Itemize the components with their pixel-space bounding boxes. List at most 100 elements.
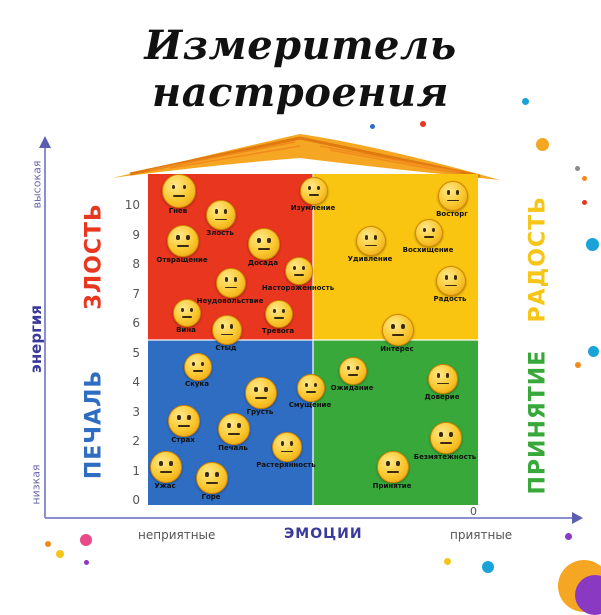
decor-dot [575,362,581,368]
decor-dot [582,200,587,205]
emoji-face-icon [212,315,242,345]
emoji-face-icon [430,422,462,454]
decor-dot [582,176,587,181]
emoji-face-icon [248,228,280,260]
y-tick-label: 3 [132,405,140,419]
y-axis-title: энергия [27,304,45,374]
emotion-label: Скука [185,380,209,388]
quadrant-divider [148,339,478,341]
emotion-label: Неудовольствие [196,297,264,305]
decor-dot [482,561,494,573]
emotion-label: Растерянность [256,461,316,469]
emoji-face-icon [184,353,212,381]
emotion-label: Грусть [246,408,274,416]
emotion-label: Ожидание [330,384,374,392]
emotion-label: Отвращение [156,256,208,264]
emoji-face-icon [438,181,468,211]
emoji-face-icon [150,451,182,483]
emotion-label: Восторг [436,210,468,218]
emoji-face-icon [436,266,466,296]
emoji-face-icon [173,299,201,327]
decor-dot [444,558,451,565]
label-acceptance: ПРИНЯТИЕ [525,349,551,495]
emotion-label: Ужас [154,482,176,490]
y-tick-label: 7 [132,287,140,301]
emotion-label: Восхищение [402,246,454,254]
x-axis-title: эмоции [284,526,363,542]
mood-meter-diagram: Измеритель настроения 10 9 8 7 6 5 4 3 2 [27,22,601,615]
emoji-face-icon [300,177,328,205]
emotion-label: Изумление [290,204,336,212]
y-axis-low-label: низкая [29,464,43,505]
roof-stroke [129,136,481,178]
decor-dot [45,541,51,547]
decor-dot [56,550,64,558]
emotion-label: Доверие [424,393,460,401]
y-tick-label: 0 [132,493,140,507]
emotion-label: Вина [176,326,196,334]
emoji-face-icon [339,357,367,385]
label-sadness: ПЕЧАЛЬ [81,369,107,480]
emotion-label: Печаль [218,444,248,452]
decor-dot [370,124,375,129]
emotion-label: Настороженность [261,284,335,292]
y-tick-label: 6 [132,316,140,330]
y-axis-high-label: высокая [30,160,44,209]
decor-dot [420,121,426,127]
emotion-label: Принятие [372,482,412,490]
emoji-face-icon [382,314,414,346]
emoji-face-icon [206,200,236,230]
emoji-face-icon [196,462,228,494]
emotion-label: Интерес [380,345,414,353]
y-tick-label: 4 [132,375,140,389]
label-joy: РАДОСТЬ [525,196,551,323]
decor-dot [522,98,529,105]
roof-illustration [112,134,500,180]
decor-dot [586,238,599,251]
emoji-face-icon [168,405,200,437]
emoji-face-icon [285,257,313,285]
decor-dot [588,346,599,357]
y-tick-label: 1 [132,464,140,478]
emoji-face-icon [245,377,277,409]
emotion-label: Досада [247,259,279,267]
decor-dot [84,560,89,565]
emoji-face-icon [167,225,199,257]
emotion-label: Безмятежность [413,453,477,461]
emoji-face-icon [162,174,196,208]
y-tick-label: 5 [132,346,140,360]
decor-dot [536,138,549,151]
emoji-face-icon [297,374,325,402]
diagram-title: Измеритель настроения [144,22,457,116]
label-anger: ЗЛОСТЬ [81,203,107,310]
emotion-label: Стыд [215,344,237,352]
emotion-label: Тревога [261,327,295,335]
emotion-label: Горе [201,493,221,501]
y-tick-label: 9 [132,228,140,242]
roof-hatching [149,141,471,177]
x-axis-right-label: приятные [450,528,513,542]
emoji-face-icon [428,364,458,394]
decor-dot [575,166,580,171]
decor-dot [565,533,572,540]
emotion-label: Страх [171,436,195,444]
emoji-face-icon [265,300,293,328]
decor-dot [80,534,92,546]
emoji-face-icon [216,268,246,298]
y-axis-arrow [39,136,51,148]
y-tick-label: 10 [124,198,140,212]
emoji-face-icon [415,219,443,247]
y-tick-label: 2 [132,434,140,448]
emoji-face-icon [377,451,409,483]
roof-shape [112,134,500,180]
x-axis-arrow [572,512,583,524]
x-axis-zero-label: 0 [470,505,477,518]
emoji-face-icon [272,432,302,462]
emotion-label: Радость [433,295,467,303]
emotion-label: Удивление [347,255,393,263]
emoji-face-icon [218,413,250,445]
emotion-label: Злость [206,229,234,237]
emoji-face-icon [356,226,386,256]
emotion-label: Гнев [168,207,188,215]
emotion-label: Смущение [288,401,332,409]
